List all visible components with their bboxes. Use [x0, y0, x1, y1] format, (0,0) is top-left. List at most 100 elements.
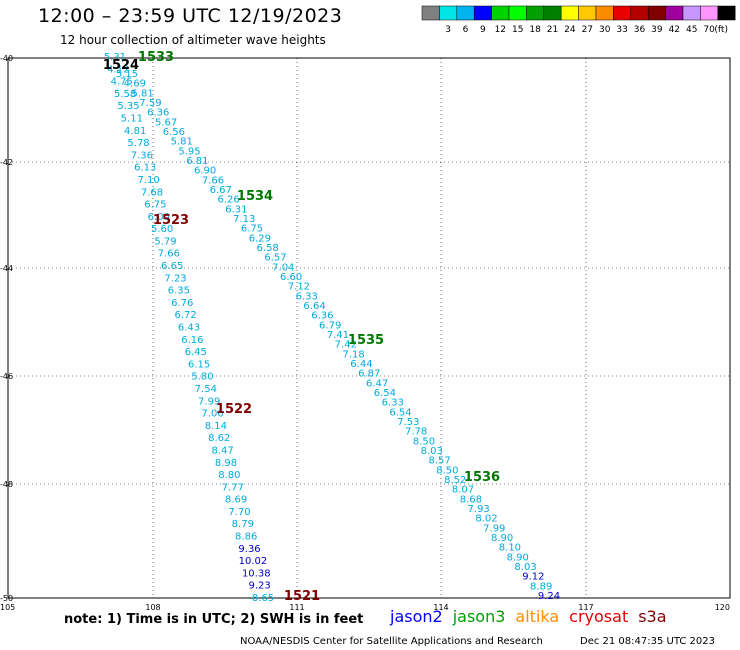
legend-unit: (ft) [714, 25, 728, 35]
swh-value: 8.47 [212, 445, 234, 456]
legend-tick-label: 12 [495, 25, 506, 35]
swh-value: 7.13 [233, 214, 255, 225]
swh-value: 6.44 [350, 359, 372, 370]
lat-tick-label: -44 [0, 264, 13, 273]
swh-value: 8.89 [530, 581, 552, 592]
swh-value: 10.02 [239, 556, 268, 567]
swh-value: 6.43 [178, 323, 200, 334]
swh-value: 6.60 [280, 272, 302, 283]
legend-tick-label: 70 [703, 25, 715, 35]
swh-value: 5.67 [155, 117, 177, 128]
swh-value: 7.99 [483, 523, 505, 534]
swh-value: 6.47 [366, 378, 388, 389]
swh-value: 8.03 [514, 562, 536, 573]
swh-value: 7.66 [202, 175, 224, 186]
swh-value: 7.68 [141, 187, 163, 198]
swh-value: 7.66 [158, 249, 180, 260]
swh-value: 4.75 [111, 77, 133, 88]
pass-number: 1523 [153, 213, 189, 228]
legend-swatch [717, 5, 736, 21]
swh-value: 6.90 [194, 166, 216, 177]
lat-tick-label: -50 [0, 594, 13, 603]
lon-tick-label: 105 [0, 603, 15, 610]
swh-value: 7.10 [138, 175, 160, 186]
swh-value: 7.99 [198, 396, 220, 407]
pass-number: 1535 [348, 333, 384, 348]
swh-value: 8.03 [421, 446, 443, 457]
swh-value: 8.68 [460, 494, 482, 505]
swh-value: 7.12 [288, 282, 310, 293]
pass-number: 1524 [103, 58, 139, 73]
swh-value: 9.12 [522, 572, 544, 583]
pass-number: 1536 [464, 470, 500, 485]
swh-value: 5.80 [191, 372, 213, 383]
satellite-label: cryosat [569, 607, 629, 626]
swh-value: 6.57 [264, 253, 286, 264]
swh-value: 5.81 [171, 137, 193, 148]
swh-value: 8.14 [205, 421, 227, 432]
pass-number: 1533 [138, 50, 174, 65]
satellite-label: altika [515, 607, 560, 626]
legend-tick-label: 6 [463, 25, 469, 35]
swh-value: 9.36 [238, 544, 260, 555]
swh-value: 8.86 [235, 532, 257, 543]
lon-tick-label: 114 [433, 603, 448, 610]
lon-tick-label: 117 [578, 603, 593, 610]
swh-value: 7.18 [342, 349, 364, 360]
swh-value: 4.12 [107, 64, 129, 75]
swh-value: 6.54 [389, 407, 411, 418]
swh-value: 5.60 [151, 224, 173, 235]
swh-value: 5.31 [104, 52, 126, 63]
swh-value: 6.45 [185, 347, 207, 358]
map-subtitle: 12 hour collection of altimeter wave hei… [60, 33, 326, 47]
wave-height-map: 105 108 111 114 117 120 -40 -42 -44 -46 -48 -50 5.31… [0, 50, 731, 610]
swh-value: 6.26 [217, 195, 239, 206]
swh-value: 5.11 [121, 113, 143, 124]
swh-value: 5.95 [178, 146, 200, 157]
swh-value: 8.10 [499, 543, 521, 554]
swh-value: 8.50 [436, 465, 458, 476]
swh-value: 6.29 [249, 233, 271, 244]
swh-value: 8.90 [491, 533, 513, 544]
swh-value: 8.90 [507, 552, 529, 563]
legend-tick-label: 39 [651, 25, 663, 35]
map-title: 12:00 – 23:59 UTC 12/19/2023 [38, 5, 343, 27]
swh-value: 6.13 [134, 163, 156, 174]
note-text: note: 1) Time is in UTC; 2) SWH is in fe… [64, 612, 364, 627]
swh-value: 6.58 [257, 243, 279, 254]
swh-value: 8.80 [218, 470, 240, 481]
timestamp-text: Dec 21 08:47:35 UTC 2023 [580, 636, 715, 647]
swh-value: 6.31 [225, 204, 247, 215]
legend-tick-label: 24 [564, 25, 576, 35]
swh-value: 6.56 [163, 127, 185, 138]
legend-tick-label: 36 [634, 25, 646, 35]
swh-value: 8.50 [413, 436, 435, 447]
swh-value: 5.78 [127, 138, 149, 149]
color-legend: 3 6 9 12 15 18 21 24 27 30 33 36 39 42 45 70 (ft) [421, 5, 736, 35]
swh-value: 8.02 [475, 514, 497, 525]
swh-value: 6.33 [296, 291, 318, 302]
satellite-label: s3a [638, 607, 667, 626]
pass-number: 1522 [216, 402, 252, 417]
swh-value: 6.54 [374, 388, 396, 399]
swh-value: 6.75 [144, 200, 166, 211]
legend-tick-label: 18 [529, 25, 541, 35]
swh-value: 7.23 [164, 273, 186, 284]
lon-tick-label: 120 [715, 603, 730, 610]
swh-value: 8.98 [215, 458, 237, 469]
swh-value: 6.15 [188, 359, 210, 370]
swh-value: 6.35 [168, 286, 190, 297]
pass-number: 1521 [284, 589, 320, 604]
swh-value: 6.36 [311, 311, 333, 322]
swh-value: 6.00 [148, 212, 170, 223]
swh-value: 7.36 [131, 150, 153, 161]
legend-tick-label: 9 [480, 25, 486, 35]
swh-value: 7.53 [397, 417, 419, 428]
swh-value: 6.67 [210, 185, 232, 196]
swh-value: 7.42 [335, 340, 357, 351]
swh-value: 7.77 [222, 482, 244, 493]
lat-tick-label: -46 [0, 372, 13, 381]
swh-value: 6.75 [241, 224, 263, 235]
swh-value: 6.16 [181, 335, 203, 346]
swh-value: 8.07 [452, 485, 474, 496]
